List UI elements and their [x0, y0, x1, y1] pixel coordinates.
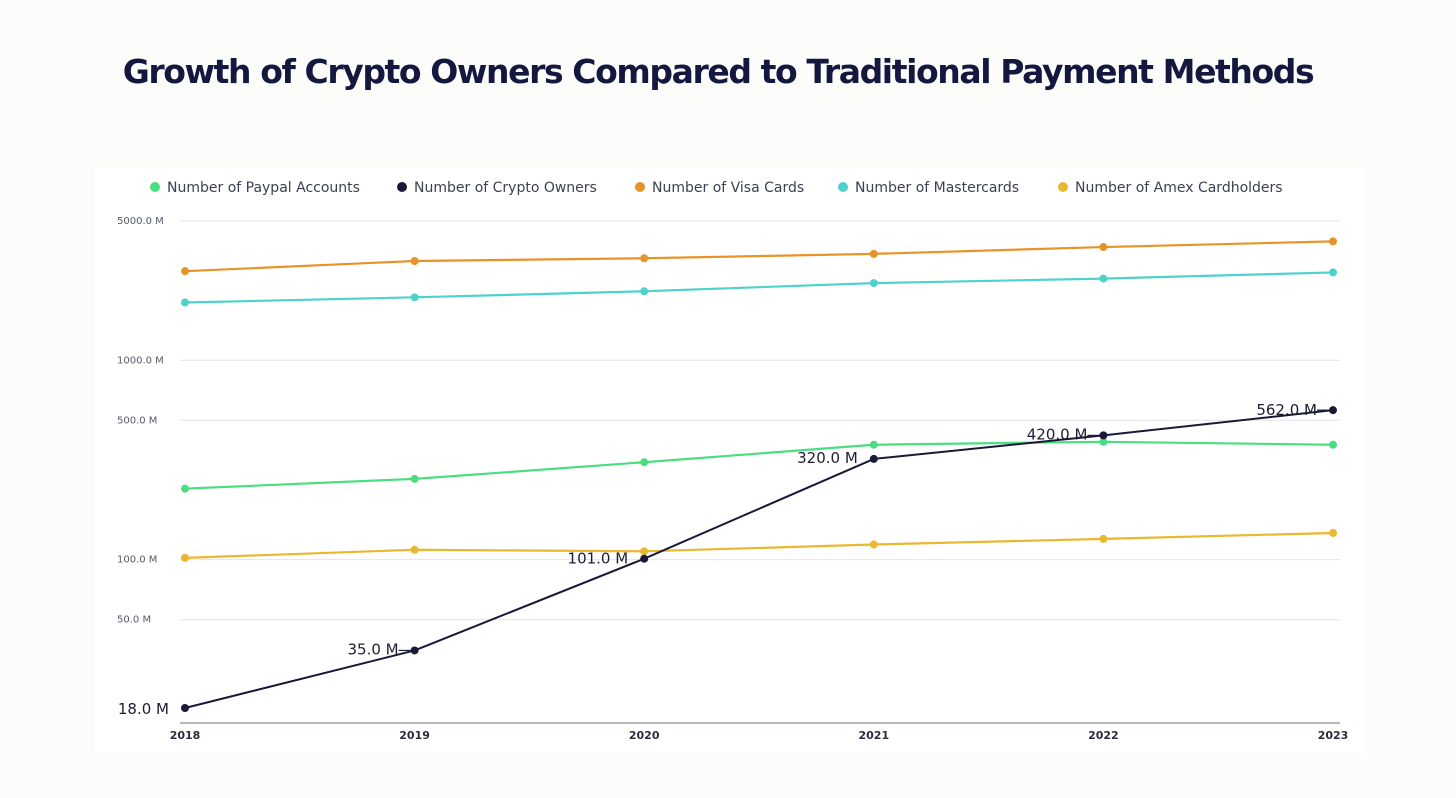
data-point — [410, 256, 419, 265]
data-point — [640, 547, 649, 556]
legend-label: Number of Paypal Accounts — [167, 180, 360, 196]
data-point — [869, 540, 878, 549]
y-tick-label: 5000.0 M — [117, 216, 164, 227]
data-point — [410, 293, 419, 302]
data-label: 18.0 M — [118, 700, 169, 718]
legend-item: Number of Mastercards — [838, 180, 1019, 196]
data-point — [1329, 237, 1337, 246]
data-label: 420.0 M — [1027, 425, 1088, 443]
data-label: 35.0 M — [347, 640, 398, 658]
legend-marker — [150, 182, 160, 192]
data-label: 562.0 M — [1256, 401, 1317, 419]
data-point — [1329, 440, 1337, 449]
series-lines — [181, 237, 1337, 712]
data-point — [1329, 406, 1337, 415]
legend-item: Number of Crypto Owners — [397, 180, 597, 196]
data-point — [1099, 534, 1108, 543]
data-point — [1099, 243, 1108, 252]
x-tick-label: 2019 — [399, 729, 430, 742]
legend-marker — [838, 182, 848, 192]
legend-item: Number of Visa Cards — [635, 180, 804, 196]
series-line-number-of-paypal-accounts — [184, 440, 1334, 490]
data-point — [181, 553, 189, 562]
data-point — [640, 254, 649, 263]
data-point — [410, 646, 419, 655]
legend-marker — [635, 182, 645, 192]
axes: 5000.0 M 1000.0 M 500.0 M 100.0 M 50.0 M 2018… — [117, 216, 1348, 742]
data-point — [869, 279, 878, 288]
data-point — [640, 458, 649, 467]
data-point — [640, 287, 649, 296]
legend-label: Number of Mastercards — [855, 180, 1019, 196]
x-tick-label: 2021 — [858, 729, 889, 742]
data-point — [181, 704, 189, 712]
legend: Number of Paypal Accounts Number of Crypt… — [150, 180, 1283, 196]
data-point — [1099, 431, 1108, 440]
legend-label: Number of Visa Cards — [652, 180, 804, 196]
series-line-number-of-mastercards — [184, 271, 1334, 304]
data-point — [869, 249, 878, 258]
data-point — [410, 474, 419, 483]
data-label: 320.0 M — [797, 449, 858, 467]
series-line-number-of-visa-cards — [184, 240, 1334, 273]
x-tick-label: 2023 — [1318, 729, 1349, 742]
series-line-number-of-amex-cardholders — [184, 531, 1334, 559]
data-point — [1099, 274, 1108, 283]
y-tick-label: 100.0 M — [117, 555, 157, 566]
legend-label: Number of Amex Cardholders — [1075, 180, 1283, 196]
y-tick-label: 50.0 M — [117, 615, 151, 626]
data-point — [181, 484, 189, 493]
data-label: 101.0 M — [568, 550, 629, 568]
chart-title: Growth of Crypto Owners Compared to Trad… — [122, 52, 1315, 91]
data-point — [181, 267, 189, 276]
legend-label: Number of Crypto Owners — [414, 180, 597, 196]
data-labels: 18.0 M 35.0 M 101.0 M 320.0 M 420.0 M 562.0 M — [118, 401, 1329, 718]
x-tick-label: 2018 — [170, 729, 201, 742]
data-point — [410, 545, 419, 554]
series-line-number-of-crypto-owners — [184, 409, 1334, 709]
data-point — [869, 454, 878, 463]
data-point — [1099, 437, 1108, 446]
x-tick-label: 2022 — [1088, 729, 1119, 742]
gridlines — [180, 220, 1340, 621]
legend-item: Number of Paypal Accounts — [150, 180, 360, 196]
data-point — [181, 298, 189, 307]
data-point — [1329, 528, 1337, 537]
legend-item: Number of Amex Cardholders — [1058, 180, 1283, 196]
chart-panel: Number of Paypal Accounts Number of Crypt… — [95, 168, 1363, 753]
legend-marker — [397, 182, 407, 192]
x-tick-label: 2020 — [629, 729, 660, 742]
data-point — [1329, 268, 1337, 277]
y-tick-label: 1000.0 M — [117, 355, 164, 366]
y-tick-label: 500.0 M — [117, 415, 157, 426]
line-chart: Number of Paypal Accounts Number of Crypt… — [117, 180, 1348, 742]
data-point — [869, 440, 878, 449]
legend-marker — [1058, 182, 1068, 192]
data-point — [640, 554, 649, 563]
